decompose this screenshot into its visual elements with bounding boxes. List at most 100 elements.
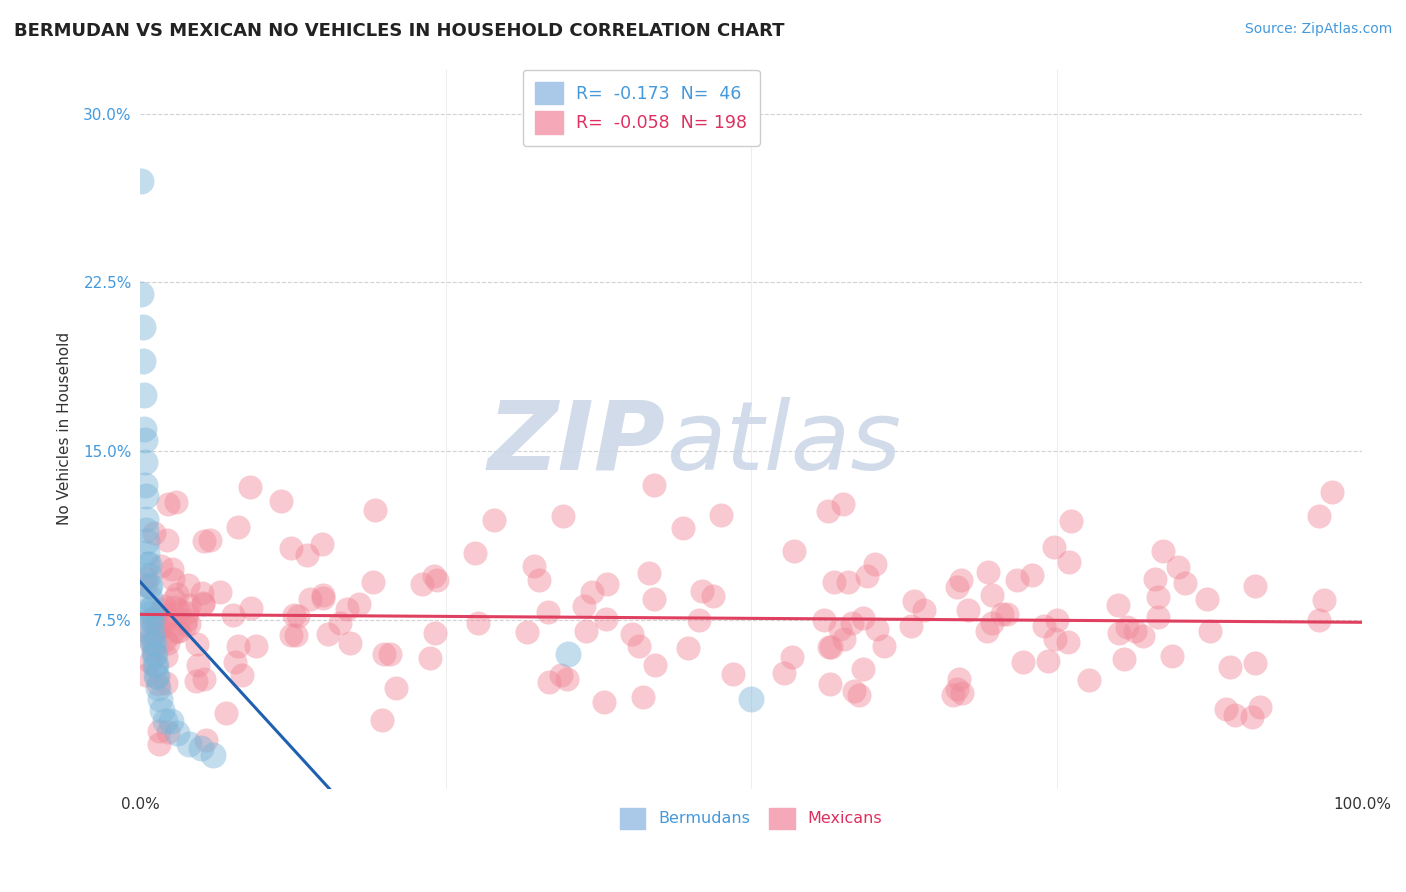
Point — [976, 624, 998, 638]
Point — [280, 628, 302, 642]
Point — [1112, 652, 1135, 666]
Point — [347, 598, 370, 612]
Point — [1219, 659, 1241, 673]
Text: BERMUDAN VS MEXICAN NO VEHICLES IN HOUSEHOLD CORRELATION CHART: BERMUDAN VS MEXICAN NO VEHICLES IN HOUSE… — [14, 22, 785, 40]
Point — [773, 666, 796, 681]
Point — [1308, 614, 1330, 628]
Point — [153, 599, 176, 614]
Point — [1012, 655, 1035, 669]
Point — [139, 633, 162, 648]
Point — [643, 478, 665, 492]
Point — [620, 627, 643, 641]
Point — [1143, 572, 1166, 586]
Point — [818, 676, 841, 690]
Point — [644, 657, 666, 672]
Point — [516, 624, 538, 639]
Point — [422, 569, 444, 583]
Point — [329, 615, 352, 630]
Point — [903, 594, 925, 608]
Point — [132, 422, 155, 436]
Point — [627, 640, 650, 654]
Point — [942, 688, 965, 702]
Point — [138, 579, 160, 593]
Point — [467, 615, 489, 630]
Point — [239, 600, 262, 615]
Point — [135, 512, 157, 526]
Point — [153, 633, 176, 648]
Text: atlas: atlas — [665, 397, 900, 490]
Point — [153, 714, 176, 729]
Point — [311, 536, 333, 550]
Point — [1077, 673, 1099, 687]
Point — [134, 455, 156, 469]
Point — [852, 662, 875, 676]
Point — [142, 635, 165, 649]
Point — [148, 737, 170, 751]
Point — [165, 495, 187, 509]
Point — [1167, 559, 1189, 574]
Point — [298, 591, 321, 606]
Point — [150, 703, 173, 717]
Point — [155, 649, 177, 664]
Point — [191, 597, 214, 611]
Point — [1308, 509, 1330, 524]
Point — [284, 628, 307, 642]
Point — [1132, 629, 1154, 643]
Point — [131, 174, 153, 188]
Point — [136, 557, 159, 571]
Point — [1249, 699, 1271, 714]
Point — [156, 533, 179, 548]
Point — [194, 733, 217, 747]
Point — [832, 632, 855, 646]
Point — [139, 579, 162, 593]
Point — [1244, 656, 1267, 670]
Point — [1147, 591, 1170, 605]
Point — [1059, 514, 1081, 528]
Point — [1146, 610, 1168, 624]
Point — [536, 605, 558, 619]
Point — [145, 669, 167, 683]
Point — [245, 640, 267, 654]
Point — [163, 600, 186, 615]
Point — [426, 573, 449, 587]
Point — [150, 619, 173, 633]
Point — [141, 629, 163, 643]
Point — [191, 586, 214, 600]
Point — [672, 521, 695, 535]
Point — [371, 713, 394, 727]
Point — [976, 565, 998, 579]
Point — [135, 571, 157, 585]
Point — [139, 591, 162, 605]
Point — [138, 655, 160, 669]
Point — [160, 625, 183, 640]
Point — [856, 569, 879, 583]
Point — [411, 577, 433, 591]
Point — [631, 690, 654, 704]
Point — [149, 558, 172, 573]
Point — [818, 640, 841, 654]
Point — [1057, 555, 1080, 569]
Point — [159, 714, 181, 729]
Point — [820, 640, 842, 654]
Point — [143, 658, 166, 673]
Point — [1005, 573, 1028, 587]
Point — [1107, 599, 1129, 613]
Point — [676, 641, 699, 656]
Point — [581, 585, 603, 599]
Point — [1244, 579, 1267, 593]
Point — [1123, 624, 1146, 638]
Legend: Bermudans, Mexicans: Bermudans, Mexicans — [613, 802, 889, 835]
Point — [167, 624, 190, 639]
Point — [166, 725, 188, 739]
Point — [174, 613, 197, 627]
Point — [575, 624, 598, 638]
Y-axis label: No Vehicles in Household: No Vehicles in Household — [58, 332, 72, 525]
Point — [595, 612, 617, 626]
Point — [1241, 710, 1264, 724]
Point — [135, 577, 157, 591]
Point — [221, 607, 243, 622]
Point — [226, 520, 249, 534]
Point — [1161, 649, 1184, 664]
Point — [378, 647, 401, 661]
Point — [817, 504, 839, 518]
